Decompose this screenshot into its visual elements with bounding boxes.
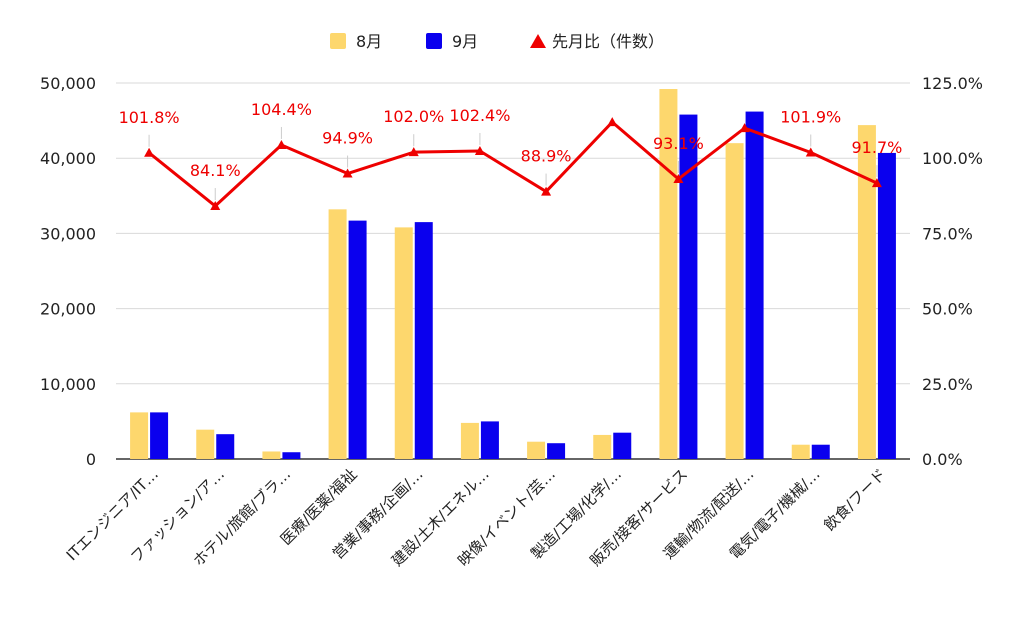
bar-9月-9 xyxy=(745,111,764,460)
ratio-point xyxy=(408,147,419,157)
y-right-tick: 0.0% xyxy=(922,450,963,469)
bar-8月-8 xyxy=(659,89,678,460)
bar-8月-6 xyxy=(527,441,546,459)
legend-swatch-9月 xyxy=(426,33,442,49)
ratio-point xyxy=(673,173,684,183)
y-left-tick: 50,000 xyxy=(40,74,96,93)
ratio-data-label: 94.9% xyxy=(322,129,373,148)
bar-8月-11 xyxy=(857,125,876,459)
y-left-tick: 30,000 xyxy=(40,224,96,243)
bar-9月-11 xyxy=(877,152,896,459)
ratio-point xyxy=(210,201,221,211)
ratio-data-label: 102.4% xyxy=(449,106,510,125)
ratio-data-label: 91.7% xyxy=(852,138,903,157)
ratio-data-label: 101.9% xyxy=(780,107,841,126)
category-labels: ITエンジニア/IT…ファッション/ア…ホテル/旅館/ブラ…医療/医薬/福祉営業… xyxy=(63,465,890,570)
y-right-tick: 125.0% xyxy=(922,74,983,93)
y-right-tick: 75.0% xyxy=(922,224,973,243)
x-category-label: 飲食/フード xyxy=(820,465,889,534)
legend-label-9月: 9月 xyxy=(452,32,478,51)
ratio-data-label: 102.0% xyxy=(383,107,444,126)
bar-8月-3 xyxy=(328,209,347,459)
ratio-point xyxy=(474,145,485,155)
y-left-tick: 40,000 xyxy=(40,149,96,168)
bar-9月-8 xyxy=(679,114,698,460)
ratio-data-label: 84.1% xyxy=(190,161,241,180)
ratio-data-label: 104.4% xyxy=(251,100,312,119)
y-left-tick: 20,000 xyxy=(40,300,96,319)
bar-8月-7 xyxy=(593,434,612,459)
bar-9月-5 xyxy=(480,421,499,459)
bar-9月-10 xyxy=(811,444,830,459)
axes: 0 0.0% 10,000 25.0% 20,000 50.0% 30,000 75.0% 40… xyxy=(40,74,983,469)
bar-9月-4 xyxy=(414,222,433,459)
ratio-point xyxy=(607,117,618,127)
bar-9月-1 xyxy=(216,434,235,459)
bar-9月-0 xyxy=(150,412,169,459)
bar-9月-3 xyxy=(348,220,367,459)
bar-9月-7 xyxy=(613,432,632,459)
bar-8月-10 xyxy=(791,444,810,459)
legend-label-ratio: 先月比（件数） xyxy=(552,32,664,51)
legend-swatch-8月 xyxy=(330,33,346,49)
bar-9月-6 xyxy=(547,443,566,459)
bar-8月-5 xyxy=(460,422,479,459)
y-right-tick: 50.0% xyxy=(922,300,973,319)
bar-8月-9 xyxy=(725,143,744,459)
ratio-line: 101.8% 84.1% 104.4% 94.9% 102.0% 102.4% 88.9% 9… xyxy=(119,100,903,211)
y-left-tick: 0 xyxy=(86,450,96,469)
y-right-tick: 100.0% xyxy=(922,149,983,168)
ratio-data-label: 88.9% xyxy=(521,147,572,166)
ratio-data-label: 93.1% xyxy=(653,134,704,153)
ratio-point xyxy=(144,147,155,157)
ratio-data-label: 101.8% xyxy=(119,108,180,127)
legend-label-8月: 8月 xyxy=(356,32,382,51)
ratio-point xyxy=(805,147,816,157)
ratio-point xyxy=(739,123,750,133)
bar-8月-4 xyxy=(394,227,413,459)
legend-triangle-icon xyxy=(530,34,546,48)
bar-8月-2 xyxy=(262,451,281,459)
bar-8月-0 xyxy=(130,412,149,459)
gridlines xyxy=(116,82,910,385)
bar-9月-2 xyxy=(282,452,301,459)
bars xyxy=(130,89,896,460)
ratio-point xyxy=(541,186,552,196)
legend: 8月 9月 先月比（件数） xyxy=(330,32,664,51)
ratio-point xyxy=(871,178,882,188)
ratio-point xyxy=(276,139,287,149)
ratio-point xyxy=(342,168,353,178)
bar-8月-1 xyxy=(196,429,215,459)
y-right-tick: 25.0% xyxy=(922,375,973,394)
ratio-polyline xyxy=(148,120,878,208)
y-left-tick: 10,000 xyxy=(40,375,96,394)
